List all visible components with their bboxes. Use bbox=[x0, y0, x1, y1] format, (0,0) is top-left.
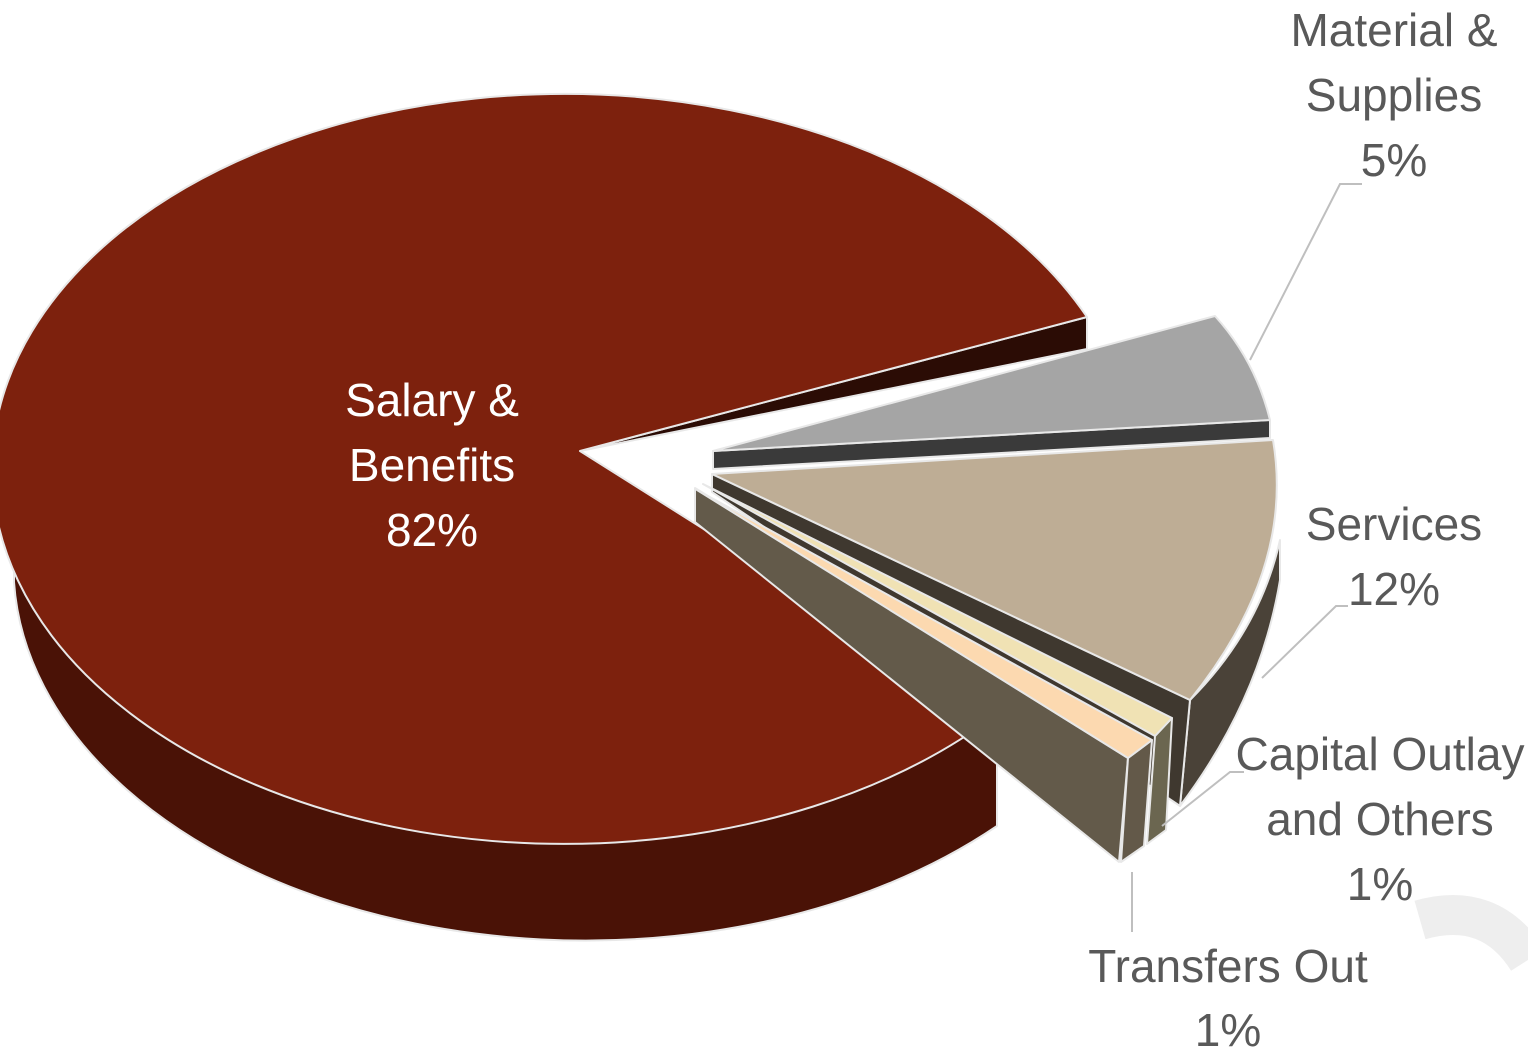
label-material-supplies-name-line2: Supplies bbox=[1306, 69, 1482, 121]
leader-line-capital-outlay bbox=[1161, 771, 1244, 827]
label-capital-outlay-name: Capital Outlay bbox=[1236, 728, 1525, 780]
label-services-name: Services bbox=[1306, 498, 1482, 550]
label-transfers-out-value: 1% bbox=[1195, 1004, 1261, 1052]
data-labels: Salary & Benefits 82% Material & Supplie… bbox=[345, 4, 1524, 1052]
label-material-supplies-name: Material & bbox=[1290, 4, 1497, 56]
label-salary-benefits-name: Salary & bbox=[345, 374, 519, 426]
transfers-out-top bbox=[696, 489, 1153, 759]
watermark-logo bbox=[1414, 895, 1528, 972]
services-side bbox=[1179, 539, 1281, 807]
label-capital-outlay-value: 1% bbox=[1347, 858, 1413, 910]
capital-outlay-slice bbox=[702, 483, 1173, 845]
material-supplies-slice bbox=[712, 315, 1271, 470]
transfers-out-slice bbox=[694, 487, 1153, 863]
leader-line-material-supplies bbox=[1249, 183, 1362, 361]
label-services-value: 12% bbox=[1348, 563, 1440, 615]
services-top bbox=[711, 439, 1278, 701]
leader-line-services bbox=[1261, 605, 1348, 679]
salary-benefits-top bbox=[0, 92, 1088, 845]
label-salary-benefits-name-line2: Benefits bbox=[349, 439, 515, 491]
label-capital-outlay-name-line2: and Others bbox=[1266, 793, 1494, 845]
label-salary-benefits-value: 82% bbox=[386, 504, 478, 556]
label-transfers-out-name: Transfers Out bbox=[1088, 940, 1368, 992]
salary-benefits-slice bbox=[0, 92, 1088, 942]
label-material-supplies-value: 5% bbox=[1361, 134, 1427, 186]
capital-outlay-top bbox=[702, 483, 1173, 737]
material-supplies-top bbox=[712, 315, 1271, 452]
leader-lines bbox=[1131, 183, 1362, 932]
